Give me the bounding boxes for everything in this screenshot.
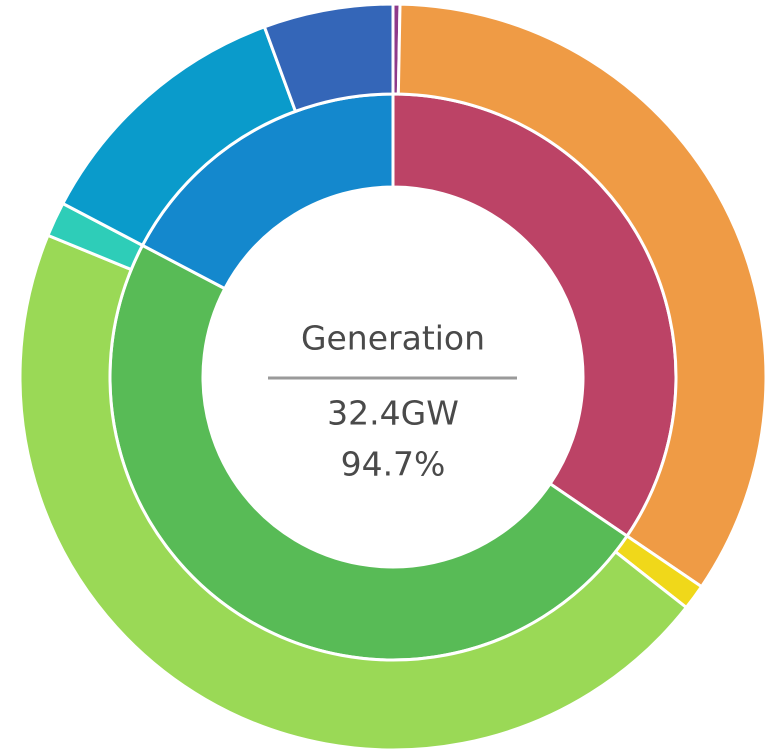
outer-slice xyxy=(396,2,768,589)
center-share: 94.7% xyxy=(341,445,446,484)
center-title: Generation xyxy=(301,319,485,358)
outer-slice xyxy=(18,233,689,752)
center-value: 32.4GW xyxy=(327,394,459,433)
outer-slice xyxy=(262,2,395,114)
